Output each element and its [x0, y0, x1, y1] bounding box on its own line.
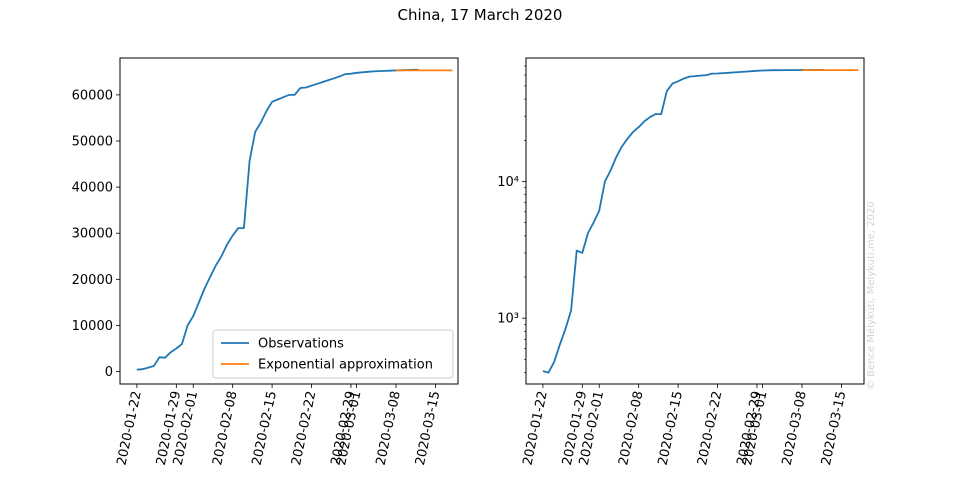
legend-box [212, 329, 454, 379]
x-tick-label: 2020-02-22 [289, 390, 319, 467]
x-tick-label: 2020-02-08 [616, 390, 646, 467]
y-tick-label: 10000 [72, 319, 113, 334]
plot-frame [119, 57, 459, 385]
legend-label: Exponential approximation [258, 358, 433, 373]
observations-line [136, 68, 419, 371]
y-tick-label: 50000 [72, 134, 113, 149]
watermark-text: © Bence Mélykúti, Melykuti.me, 2020 [866, 201, 877, 390]
y-tick-label: 60000 [72, 88, 113, 103]
x-tick-label: 2020-03-15 [819, 390, 849, 467]
figure-title: China, 17 March 2020 [397, 6, 563, 24]
x-tick-label: 2020-01-22 [114, 390, 144, 467]
legend-label: Observations [258, 337, 344, 352]
y-tick-label: 40000 [72, 181, 113, 196]
y-tick-label: 0 [105, 365, 113, 380]
x-tick-label: 2020-03-08 [374, 390, 404, 467]
y-tick-label: 20000 [72, 273, 113, 288]
x-tick-label: 2020-03-08 [780, 390, 810, 467]
y-tick-label: 30000 [72, 227, 113, 242]
x-tick-label: 2020-02-22 [695, 390, 725, 467]
plot-frame [525, 57, 865, 385]
x-tick-label: 2020-01-22 [520, 390, 550, 467]
x-tick-label: 2020-02-15 [250, 390, 280, 467]
x-tick-label: 2020-02-15 [656, 390, 686, 467]
observations-line [542, 69, 825, 374]
x-tick-label: 2020-03-15 [413, 390, 443, 467]
y-tick-label: 10³ [497, 312, 519, 327]
x-tick-label: 2020-02-08 [210, 390, 240, 467]
y-tick-label: 10⁴ [497, 175, 519, 190]
